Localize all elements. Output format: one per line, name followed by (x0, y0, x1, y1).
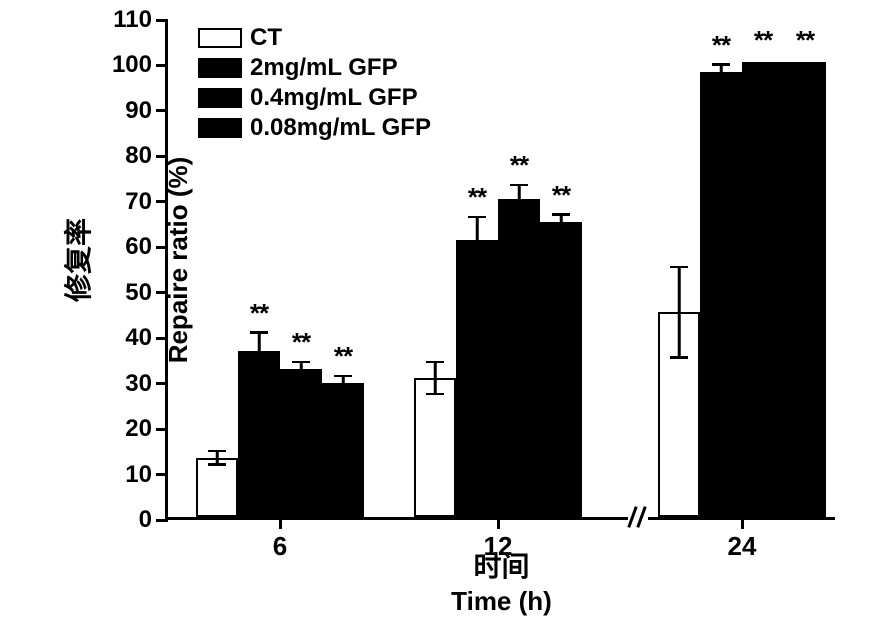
legend-label: 0.4mg/mL GFP (250, 84, 418, 112)
bar (498, 199, 540, 517)
significance-label: ** (552, 180, 570, 211)
bar (456, 240, 498, 517)
y-tick-label: 50 (125, 279, 168, 307)
error-cap (426, 361, 444, 364)
x-tick-label: 12 (484, 517, 513, 562)
bar (414, 378, 456, 517)
y-tick-label: 70 (125, 188, 168, 216)
error-cap (712, 63, 730, 66)
legend-swatch (198, 88, 242, 108)
legend-label: 2mg/mL GFP (250, 54, 398, 82)
legend-item: 0.08mg/mL GFP (198, 114, 431, 142)
significance-label: ** (510, 150, 528, 181)
y-tick-label: 10 (125, 461, 168, 489)
legend-item: CT (198, 24, 431, 52)
axis-break (628, 507, 648, 527)
plot-area: CT2mg/mL GFP0.4mg/mL GFP0.08mg/mL GFP 时间… (165, 20, 835, 520)
bar (322, 383, 364, 517)
legend-swatch (198, 118, 242, 138)
error-bar (434, 362, 437, 378)
bar (196, 458, 238, 517)
error-cap (426, 393, 444, 396)
y-tick-label: 0 (139, 506, 168, 534)
chart-container: CT2mg/mL GFP0.4mg/mL GFP0.08mg/mL GFP 时间… (0, 0, 869, 633)
y-tick-label: 30 (125, 370, 168, 398)
error-cap (334, 375, 352, 378)
y-tick-label: 40 (125, 324, 168, 352)
significance-label: ** (754, 25, 772, 56)
significance-label: ** (712, 30, 730, 61)
error-cap (510, 184, 528, 187)
error-bar (258, 333, 261, 351)
bar (238, 351, 280, 517)
error-bar (720, 65, 723, 72)
x-axis-label-en: Time (h) (451, 586, 552, 617)
significance-label: ** (292, 327, 310, 358)
significance-label: ** (468, 182, 486, 213)
bar (742, 62, 784, 517)
significance-label: ** (796, 25, 814, 56)
x-tick-label: 24 (728, 517, 757, 562)
error-cap (208, 450, 226, 453)
error-cap (292, 361, 310, 364)
bar (784, 62, 826, 517)
legend-label: CT (250, 24, 282, 52)
error-cap (468, 216, 486, 219)
error-bar (518, 185, 521, 199)
y-tick-label: 80 (125, 142, 168, 170)
error-cap (208, 463, 226, 466)
y-tick-label: 60 (125, 233, 168, 261)
legend-item: 2mg/mL GFP (198, 54, 431, 82)
y-tick-label: 20 (125, 415, 168, 443)
y-tick-label: 90 (125, 97, 168, 125)
bar (280, 369, 322, 517)
error-cap (670, 266, 688, 269)
y-axis-label-cn: 修复率 (57, 218, 97, 302)
legend-item: 0.4mg/mL GFP (198, 84, 431, 112)
error-bar (560, 215, 563, 222)
error-bar (476, 217, 479, 240)
error-cap (552, 213, 570, 216)
legend-label: 0.08mg/mL GFP (250, 114, 431, 142)
error-bar (678, 312, 681, 357)
error-bar (300, 362, 303, 369)
bar (540, 222, 582, 517)
y-tick-label: 100 (112, 51, 168, 79)
y-tick-label: 110 (113, 6, 168, 34)
legend-swatch (198, 28, 242, 48)
error-bar (678, 267, 681, 312)
x-tick-label: 6 (273, 517, 287, 562)
legend-swatch (198, 58, 242, 78)
bar (700, 72, 742, 517)
significance-label: ** (334, 341, 352, 372)
error-cap (670, 356, 688, 359)
legend: CT2mg/mL GFP0.4mg/mL GFP0.08mg/mL GFP (198, 24, 431, 144)
error-bar (342, 376, 345, 383)
error-cap (250, 331, 268, 334)
error-bar (216, 451, 219, 458)
significance-label: ** (250, 298, 268, 329)
y-axis-label-en: Repaire ratio (%) (163, 157, 194, 364)
